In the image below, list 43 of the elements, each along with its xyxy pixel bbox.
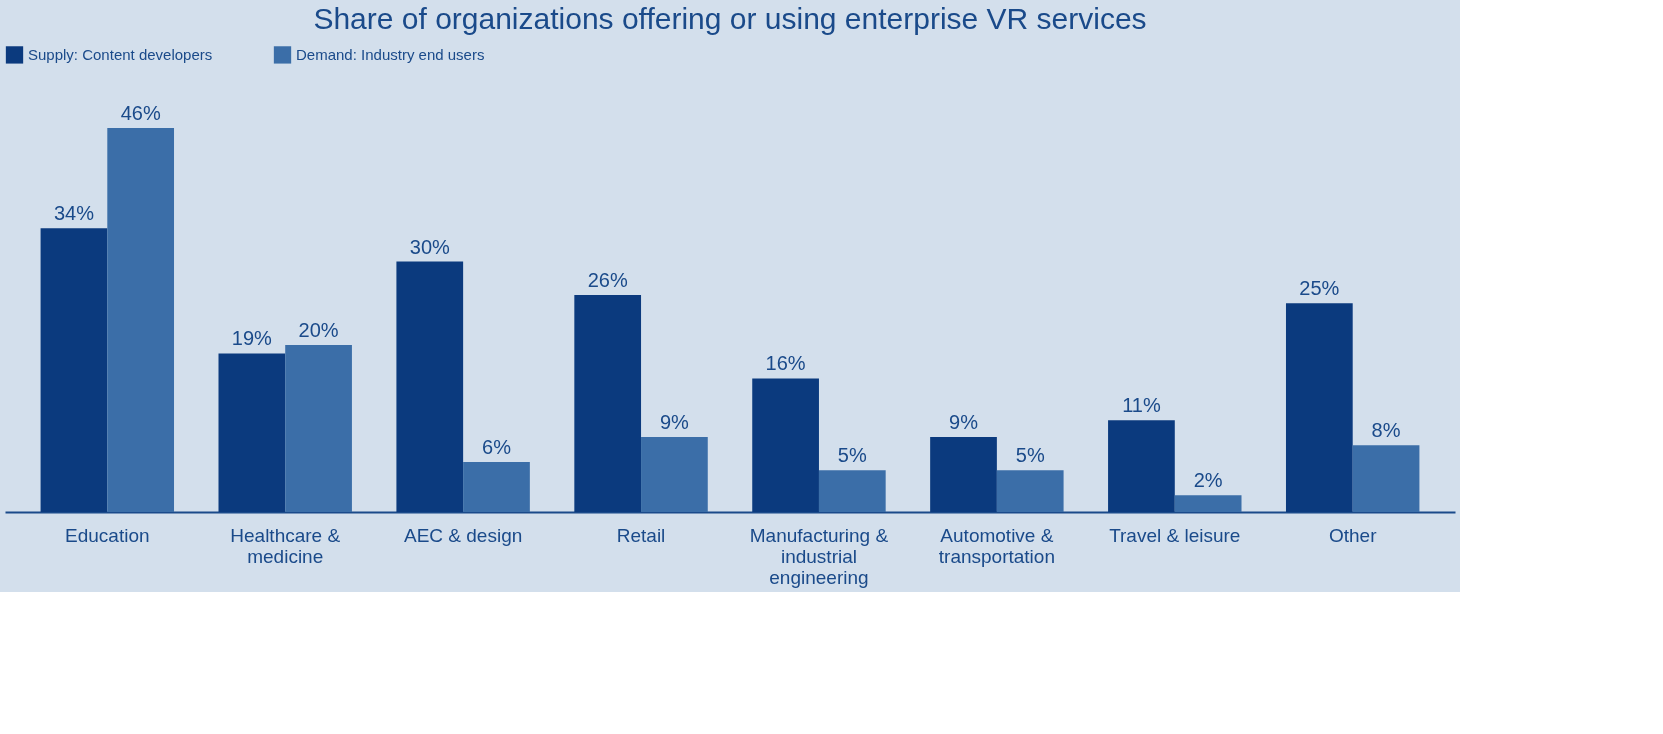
x-tick-label: AEC & design <box>403 524 523 546</box>
x-tick-label: Travel & leisure <box>1109 524 1241 546</box>
data-label: 30% <box>409 235 450 258</box>
bar <box>1352 445 1420 512</box>
bar <box>396 261 464 512</box>
data-label: 5% <box>1015 444 1045 467</box>
legend-label: Demand: Industry end users <box>296 45 485 63</box>
data-label: 9% <box>949 410 979 433</box>
data-label: 8% <box>1371 419 1401 442</box>
x-tick-label: Manufacturing & industrial engineering <box>749 524 889 588</box>
chart-title: Share of organizations offering or using enterprise VR services <box>313 2 1147 35</box>
bar <box>1108 420 1175 512</box>
bar <box>218 353 286 512</box>
data-label: 6% <box>482 435 512 458</box>
data-label: 25% <box>1299 277 1340 300</box>
data-label: 46% <box>120 102 161 125</box>
bar <box>930 436 997 512</box>
bar <box>574 295 642 512</box>
data-label: 20% <box>298 319 339 342</box>
legend-label: Supply: Content developers <box>28 45 213 63</box>
data-label: 19% <box>231 327 273 350</box>
bar <box>285 345 352 512</box>
data-label: 26% <box>587 269 628 291</box>
data-label: 9% <box>659 410 690 433</box>
bar <box>107 128 175 512</box>
bar <box>818 470 886 512</box>
data-label: 2% <box>1193 469 1223 492</box>
bar <box>1174 495 1242 512</box>
bar <box>463 461 530 512</box>
data-label: 16% <box>765 352 806 375</box>
data-label: 5% <box>837 444 867 467</box>
data-label: 34% <box>53 202 95 225</box>
x-tick-label: Education <box>65 524 150 546</box>
bar <box>996 470 1064 512</box>
bar <box>752 378 819 512</box>
bar <box>1285 303 1353 512</box>
x-tick-label: Retail <box>616 524 666 546</box>
bar <box>40 228 108 512</box>
data-label: 11% <box>1122 394 1161 417</box>
x-tick-label: Healthcare & medicine <box>230 524 341 567</box>
x-tick-label: Automotive & transportation <box>938 524 1055 567</box>
bar <box>641 436 708 512</box>
x-tick-label: Other <box>1328 524 1378 546</box>
